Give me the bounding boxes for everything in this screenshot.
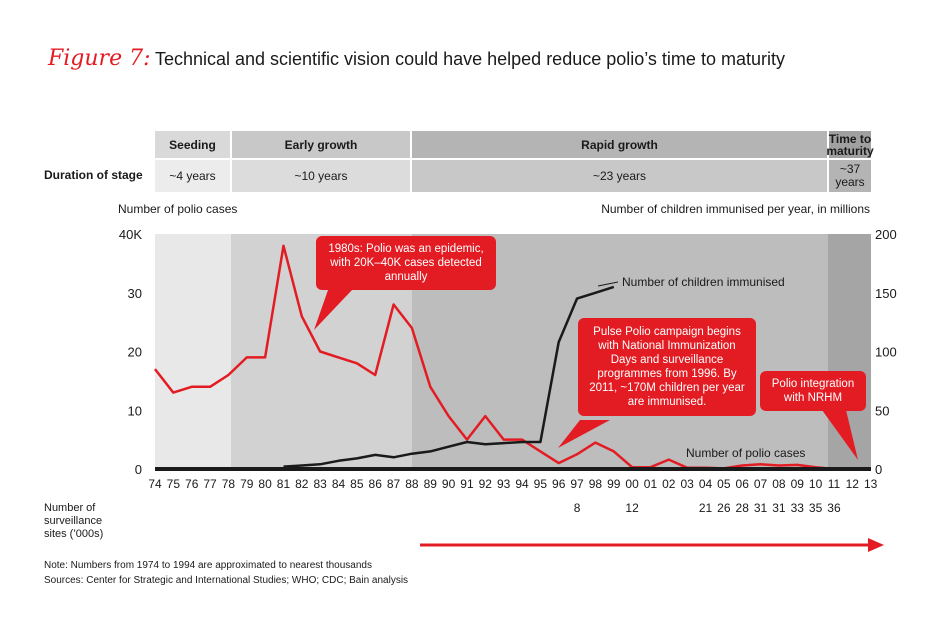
timeline-arrow-head	[868, 538, 884, 552]
x-tick-label: 98	[589, 477, 603, 491]
x-axis-ticks: 74 75 76 77 78 79 80 81 82 83 84 85 86 87 88 89 90 91 92 93…	[148, 477, 877, 491]
left-tick-label: 10	[128, 403, 142, 418]
stage-rapid-growth: Rapid growth	[412, 131, 827, 158]
x-tick-label: 12	[846, 477, 860, 491]
x-tick-label: 76	[185, 477, 199, 491]
x-tick-label: 93	[497, 477, 511, 491]
x-tick-label: 01	[644, 477, 658, 491]
surveillance-values: 8 12 21 26 28 31 31 33 35 36	[574, 501, 841, 515]
x-tick-label: 99	[607, 477, 621, 491]
x-tick-label: 08	[772, 477, 786, 491]
surveillance-value: 21	[699, 501, 713, 515]
duration-seeding: ~4 years	[155, 160, 230, 192]
right-tick-label: 200	[875, 227, 897, 242]
right-tick-label: 0	[875, 462, 882, 477]
callout-nrhm: Polio integration with NRHM	[760, 371, 866, 411]
x-tick-label: 75	[167, 477, 181, 491]
x-tick-label: 78	[222, 477, 236, 491]
right-axis-title: Number of children immunised per year, i…	[601, 202, 870, 216]
x-tick-label: 77	[203, 477, 217, 491]
left-tick-label: 0	[135, 462, 142, 477]
surveillance-value: 26	[717, 501, 731, 515]
sources: Sources: Center for Strategic and Intern…	[44, 575, 409, 586]
right-axis-ticks: 200 150 100 50 0	[875, 227, 897, 477]
immunised-line-label: Number of children immunised	[622, 275, 785, 289]
x-tick-label: 05	[717, 477, 731, 491]
figure-label: Figure 7:	[48, 46, 151, 71]
x-tick-label: 03	[680, 477, 694, 491]
x-tick-label: 96	[552, 477, 566, 491]
x-tick-label: 84	[332, 477, 346, 491]
duration-rapid-growth: ~23 years	[412, 160, 827, 192]
callout-1980s-pointer	[314, 290, 352, 330]
x-tick-label: 06	[736, 477, 750, 491]
surveillance-value: 36	[827, 501, 841, 515]
left-tick-label: 20	[128, 345, 142, 360]
x-tick-label: 81	[277, 477, 291, 491]
surveillance-label: Number of surveillance sites (’000s)	[44, 502, 104, 540]
x-tick-label: 13	[864, 477, 878, 491]
x-tick-label: 90	[442, 477, 456, 491]
x-tick-label: 88	[405, 477, 419, 491]
x-tick-label: 94	[515, 477, 529, 491]
left-tick-label: 40K	[119, 227, 142, 242]
x-tick-label: 00	[625, 477, 639, 491]
x-tick-label: 85	[350, 477, 364, 491]
surveillance-value: 35	[809, 501, 823, 515]
callout-pulse-polio: Pulse Polio campaign begins with Nationa…	[578, 318, 756, 416]
duration-early-growth: ~10 years	[232, 160, 410, 192]
right-tick-label: 50	[875, 403, 889, 418]
x-tick-label: 86	[369, 477, 383, 491]
surveillance-value: 12	[625, 501, 639, 515]
callout-pulse-polio-pointer	[558, 420, 610, 448]
left-axis-ticks: 40K 30 20 10 0	[119, 227, 142, 477]
surveillance-value: 33	[791, 501, 805, 515]
right-tick-label: 100	[875, 345, 897, 360]
right-tick-label: 150	[875, 286, 897, 301]
x-tick-label: 91	[460, 477, 474, 491]
x-tick-label: 02	[662, 477, 676, 491]
surveillance-value: 28	[736, 501, 750, 515]
duration-maturity: ~37 years	[829, 160, 871, 192]
x-tick-label: 97	[570, 477, 584, 491]
surveillance-value: 31	[772, 501, 786, 515]
immunised-label-leader	[597, 281, 619, 287]
x-tick-label: 10	[809, 477, 823, 491]
duration-label: Duration of stage	[44, 168, 143, 182]
stage-maturity: Time to maturity	[826, 131, 874, 158]
figure-title: Figure 7: Technical and scientific visio…	[48, 46, 785, 71]
callout-1980s: 1980s: Polio was an epidemic, with 20K–4…	[316, 236, 496, 290]
x-tick-label: 79	[240, 477, 254, 491]
x-tick-label: 89	[424, 477, 438, 491]
x-tick-label: 11	[828, 477, 841, 491]
x-tick-label: 95	[534, 477, 548, 491]
polio-cases-line	[154, 244, 871, 471]
footnote: Note: Numbers from 1974 to 1994 are appr…	[44, 560, 372, 571]
x-tick-label: 83	[313, 477, 327, 491]
x-tick-label: 87	[387, 477, 401, 491]
left-axis-title: Number of polio cases	[118, 202, 238, 216]
x-tick-label: 82	[295, 477, 309, 491]
x-tick-label: 92	[479, 477, 493, 491]
stage-early-growth: Early growth	[232, 131, 410, 158]
polio-line-label: Number of polio cases	[686, 446, 805, 460]
surveillance-value: 31	[754, 501, 768, 515]
stage-seeding: Seeding	[155, 131, 230, 158]
x-tick-label: 09	[791, 477, 805, 491]
band-seeding	[155, 234, 231, 470]
x-tick-label: 04	[699, 477, 713, 491]
surveillance-value: 8	[574, 501, 581, 515]
figure-title-text: Technical and scientific vision could ha…	[154, 49, 785, 69]
callout-nrhm-pointer	[822, 410, 858, 460]
x-tick-label: 74	[148, 477, 162, 491]
children-immunised-line	[283, 285, 615, 468]
x-tick-label: 80	[258, 477, 272, 491]
x-tick-label: 07	[754, 477, 768, 491]
left-tick-label: 30	[128, 286, 142, 301]
